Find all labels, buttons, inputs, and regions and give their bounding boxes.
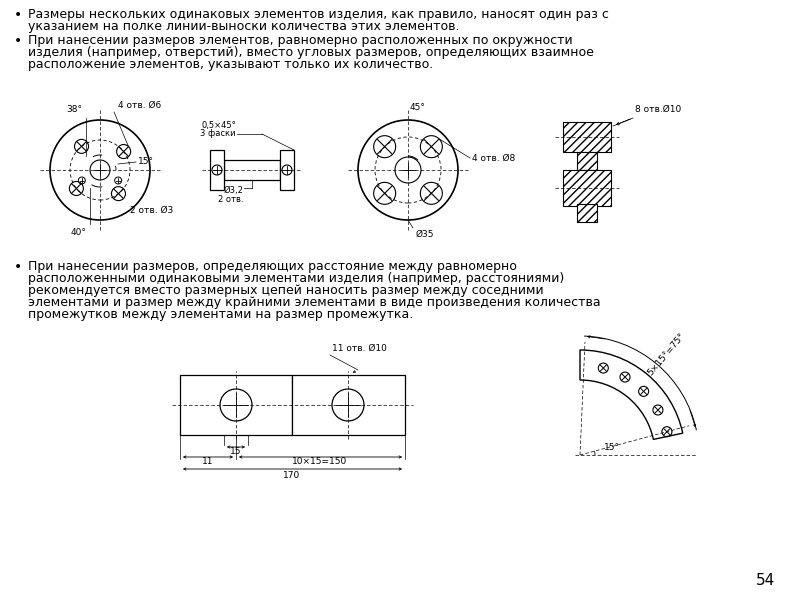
Text: Ø3,2: Ø3,2 — [223, 186, 243, 195]
Text: 45°: 45° — [410, 103, 426, 112]
Text: 5×15°=75°: 5×15°=75° — [646, 331, 687, 377]
Text: Размеры нескольких одинаковых элементов изделия, как правило, наносят один раз с: Размеры нескольких одинаковых элементов … — [28, 8, 609, 21]
Text: 2 отв. Ø3: 2 отв. Ø3 — [130, 205, 174, 214]
Text: 4 отв. Ø8: 4 отв. Ø8 — [472, 154, 515, 163]
Text: рекомендуется вместо размерных цепей наносить размер между соседними: рекомендуется вместо размерных цепей нан… — [28, 284, 544, 297]
Text: расположение элементов, указывают только их количество.: расположение элементов, указывают только… — [28, 58, 434, 71]
Text: 0,5×45°: 0,5×45° — [202, 121, 236, 130]
Text: 11: 11 — [202, 457, 214, 467]
Text: 15°: 15° — [604, 443, 620, 451]
Text: 11 отв. Ø10: 11 отв. Ø10 — [332, 344, 387, 353]
Bar — [292, 375, 405, 435]
Text: 2 отв.: 2 отв. — [218, 195, 243, 204]
Text: 40°: 40° — [70, 228, 86, 237]
Bar — [563, 170, 611, 206]
Text: 8 отв.Ø10: 8 отв.Ø10 — [635, 105, 682, 114]
Text: Ø35: Ø35 — [416, 230, 434, 239]
Bar — [210, 150, 224, 190]
Text: изделия (например, отверстий), вместо угловых размеров, определяющих взаимное: изделия (например, отверстий), вместо уг… — [28, 46, 594, 59]
Bar — [180, 375, 292, 435]
Wedge shape — [580, 350, 682, 439]
Text: •: • — [14, 8, 22, 22]
Bar — [563, 122, 611, 152]
Text: При нанесении размеров элементов, равномерно расположенных по окружности: При нанесении размеров элементов, равном… — [28, 34, 573, 47]
Text: •: • — [14, 34, 22, 48]
Text: 10×15=150: 10×15=150 — [292, 457, 348, 467]
Text: 170: 170 — [283, 470, 301, 479]
Text: расположенными одинаковыми элементами изделия (например, расстояниями): расположенными одинаковыми элементами из… — [28, 272, 564, 285]
Text: При нанесении размеров, определяющих расстояние между равномерно: При нанесении размеров, определяющих рас… — [28, 260, 517, 273]
Text: 54: 54 — [756, 573, 775, 588]
Bar — [280, 150, 294, 190]
Bar — [577, 152, 597, 170]
Text: указанием на полке линии-выноски количества этих элементов.: указанием на полке линии-выноски количес… — [28, 20, 459, 33]
Bar — [577, 204, 597, 222]
Bar — [224, 160, 280, 180]
Text: элементами и размер между крайними элементами в виде произведения количества: элементами и размер между крайними элеме… — [28, 296, 601, 309]
Text: •: • — [14, 260, 22, 274]
Text: 15°: 15° — [138, 157, 154, 166]
Text: 15: 15 — [230, 448, 242, 457]
Text: 4 отв. Ø6: 4 отв. Ø6 — [118, 101, 162, 110]
Text: 3 фаски: 3 фаски — [201, 129, 236, 138]
Text: промежутков между элементами на размер промежутка.: промежутков между элементами на размер п… — [28, 308, 414, 321]
Text: 38°: 38° — [66, 105, 82, 114]
